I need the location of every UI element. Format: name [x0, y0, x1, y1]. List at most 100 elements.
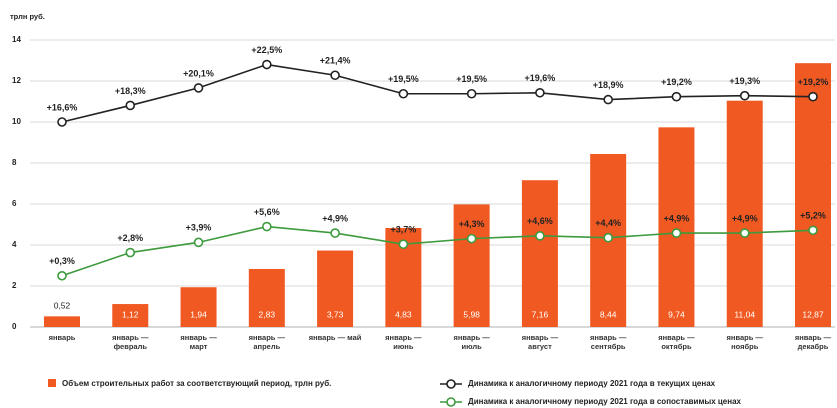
y-tick-label: 0	[12, 322, 17, 331]
line-marker	[808, 91, 818, 102]
y-tick-label: 12	[12, 76, 21, 85]
x-tick-label: январь — апрель	[248, 333, 285, 351]
line-value-label: +19,5%	[388, 74, 419, 84]
line-marker	[535, 87, 545, 98]
x-tick-label: январь — март	[180, 333, 217, 351]
bar-value-label: 9,74	[668, 309, 685, 319]
line-marker	[330, 70, 340, 81]
line-marker	[671, 228, 682, 238]
line-value-label: +21,4%	[320, 56, 351, 66]
bar	[317, 250, 354, 327]
line-value-label: +4,9%	[664, 213, 690, 223]
bar	[44, 316, 80, 327]
legend-label: Динамика к аналогичному периоду 2021 год…	[468, 379, 716, 388]
line-marker	[193, 83, 204, 93]
line-value-label: +18,9%	[593, 80, 624, 90]
line-value-label: +0,3%	[49, 256, 75, 266]
bar-value-label: 8,44	[600, 309, 617, 319]
x-tick-label: январь — февраль	[112, 333, 149, 351]
x-tick-label: январь — сентябрь	[589, 333, 627, 351]
line-value-label: +4,4%	[595, 218, 621, 228]
line-value-label: +5,2%	[800, 211, 826, 221]
legend-label: Объем строительных работ за соответствую…	[62, 379, 331, 388]
line-marker	[739, 228, 750, 238]
line-marker	[603, 94, 613, 105]
line-marker	[262, 59, 272, 70]
x-tick-label: январь — декабрь	[794, 333, 832, 351]
line-marker	[398, 239, 409, 250]
line-value-label: +20,1%	[183, 68, 214, 78]
bar	[521, 180, 558, 327]
bar-value-label: 7,16	[532, 309, 549, 319]
y-tick-label: 10	[12, 117, 21, 126]
y-tick-label: 6	[12, 199, 17, 208]
line-value-label: +19,3%	[729, 76, 760, 86]
bar-value-label: 12,87	[802, 309, 824, 319]
line-value-label: +19,6%	[525, 73, 556, 83]
line-value-label: +4,3%	[459, 219, 485, 229]
line-value-label: +5,6%	[254, 207, 280, 217]
x-tick-label: январь — июнь	[385, 333, 422, 351]
line-value-label: +19,5%	[456, 74, 487, 84]
x-tick-label: январь	[48, 333, 76, 342]
line-value-label: +4,6%	[527, 216, 553, 226]
bar-value-label: 5,98	[463, 309, 480, 319]
bar-value-label: 3,73	[327, 309, 344, 319]
line-marker	[398, 88, 409, 99]
y-axis-label: трлн руб.	[10, 12, 45, 21]
line-marker	[193, 237, 204, 248]
line-value-label: +4,9%	[732, 213, 758, 223]
x-tick-label: январь — август	[521, 333, 559, 351]
line-marker	[125, 100, 136, 111]
line-marker	[535, 231, 545, 241]
line-marker	[466, 233, 477, 244]
legend-marker	[446, 397, 456, 407]
bar-value-label: 4,83	[395, 309, 412, 319]
bar	[112, 304, 149, 327]
line-value-label: +2,8%	[117, 233, 143, 243]
line-value-label: +16,6%	[47, 102, 78, 112]
line-marker	[57, 270, 67, 281]
line-series	[61, 225, 814, 277]
legend-label: Динамика к аналогичному периоду 2021 год…	[468, 397, 742, 406]
bar	[180, 287, 217, 327]
line-value-label: +18,3%	[115, 86, 146, 96]
line-value-label: +19,2%	[661, 77, 692, 87]
line-marker	[671, 91, 682, 102]
line-marker	[125, 247, 136, 258]
bar	[658, 127, 695, 327]
legend-swatch	[48, 379, 56, 387]
x-tick-label: январь — май	[308, 333, 362, 342]
line-value-label: +3,7%	[390, 225, 416, 235]
line-value-label: +4,9%	[322, 213, 348, 223]
legend-marker	[446, 379, 456, 389]
x-tick-label: январь — июль	[453, 333, 490, 351]
x-tick-label: январь — октябрь	[658, 333, 695, 351]
y-tick-label: 4	[12, 240, 17, 249]
bar-value-label: 1,12	[122, 309, 139, 319]
x-tick-label: январь — ноябрь	[726, 333, 763, 351]
bar	[795, 63, 831, 327]
y-tick-label: 2	[12, 281, 17, 290]
bar	[248, 268, 285, 327]
y-tick-label: 8	[12, 158, 17, 167]
line-marker	[57, 117, 67, 127]
line-series	[61, 63, 814, 123]
line-value-label: +19,2%	[798, 77, 829, 87]
bar-value-label: 1,94	[190, 309, 207, 319]
line-marker	[466, 88, 477, 99]
y-tick-label: 14	[12, 35, 21, 44]
bar-value-label: 2,83	[259, 309, 276, 319]
line-marker	[739, 90, 750, 101]
line-marker	[808, 225, 818, 236]
line-marker	[330, 228, 340, 238]
line-value-label: +3,9%	[186, 223, 212, 233]
bar	[453, 204, 490, 327]
bar-value-label: 0,52	[54, 301, 71, 311]
line-marker	[603, 232, 613, 243]
bar	[726, 100, 763, 328]
line-marker	[262, 221, 272, 232]
bar-value-label: 11,04	[734, 309, 755, 319]
